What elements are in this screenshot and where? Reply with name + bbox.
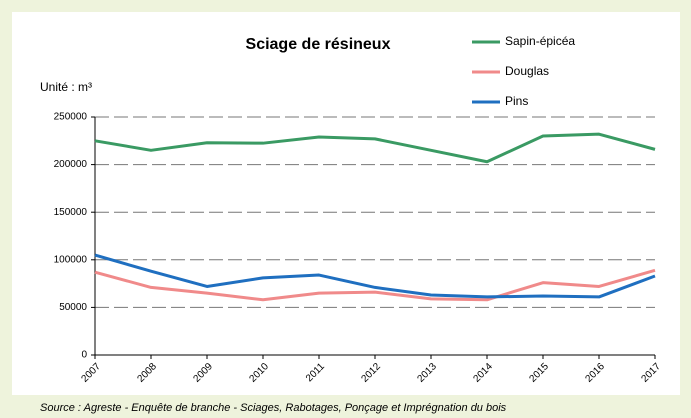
line-series bbox=[94, 132, 656, 164]
y-tick-label: 200000 bbox=[54, 159, 88, 170]
source: Source : Agreste - Enquête de branche - … bbox=[40, 402, 507, 414]
legend-label: Sapin-épicéa bbox=[505, 34, 575, 48]
chart-title: Sciage de résineux bbox=[246, 36, 391, 53]
y-tick-label: 0 bbox=[81, 350, 87, 361]
legend-label: Pins bbox=[505, 94, 528, 108]
y-axis-label: Unité : m³ bbox=[40, 80, 92, 94]
plot-panel bbox=[12, 12, 680, 395]
y-tick-label: 50000 bbox=[59, 302, 87, 313]
line-series bbox=[94, 268, 656, 302]
line-series bbox=[94, 253, 656, 299]
y-tick-label: 150000 bbox=[54, 207, 88, 218]
y-tick-label: 250000 bbox=[54, 112, 88, 123]
y-tick-label: 100000 bbox=[54, 254, 88, 265]
legend-label: Douglas bbox=[505, 64, 549, 78]
